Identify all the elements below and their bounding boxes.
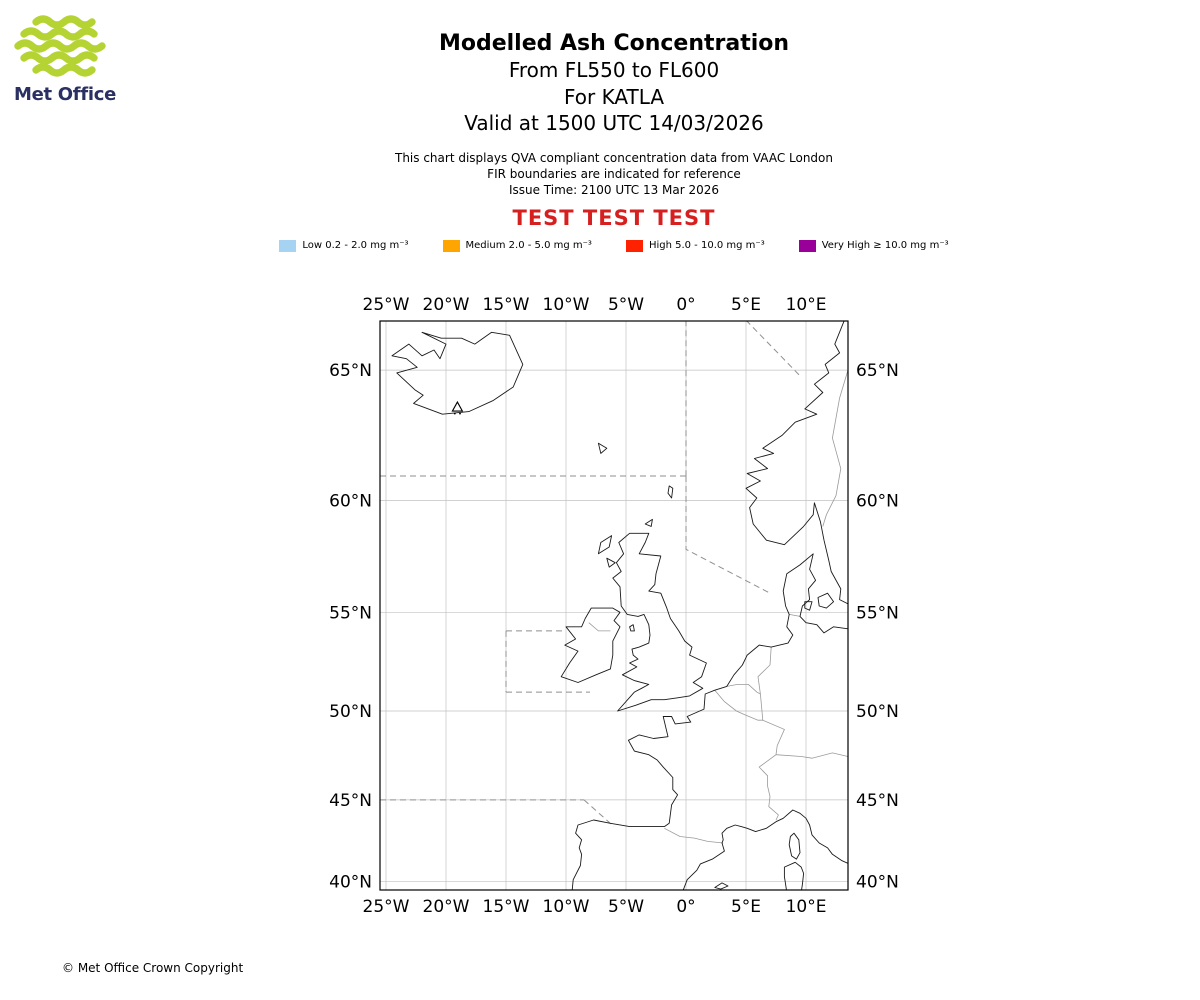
legend-swatch-medium	[442, 239, 460, 252]
header: Modelled Ash Concentration From FL550 to…	[30, 0, 1198, 252]
coastline	[667, 485, 674, 499]
legend-swatch-high	[625, 239, 643, 252]
subtitle-volcano: For KATLA	[564, 84, 664, 109]
lon-tick-label-top: 10°W	[543, 295, 590, 315]
coastline	[612, 532, 707, 712]
coastline	[783, 861, 805, 890]
country-border	[758, 754, 779, 821]
volcano-marker-katla	[451, 400, 464, 412]
ash-concentration-map: 25°W 25°W 20°W 20°W 15°W 15°W 10°W 10°W 5°W 5°W 0°…	[310, 285, 910, 930]
legend-item-high: High 5.0 - 10.0 mg m⁻³	[625, 239, 765, 252]
country-border	[775, 752, 848, 759]
lon-tick-label-bottom: 10°W	[543, 897, 590, 917]
fir-boundary	[583, 799, 615, 827]
lat-tick-label-left: 40°N	[329, 872, 372, 892]
lon-tick-label-bottom: 25°W	[363, 897, 410, 917]
coastline	[804, 601, 813, 611]
coastline	[391, 331, 524, 415]
lon-tick-label-bottom: 15°W	[483, 897, 530, 917]
lon-tick-label-top: 5°E	[731, 295, 761, 315]
legend-label-low: Low 0.2 - 2.0 mg m⁻³	[302, 240, 409, 252]
met-office-brand: Met Office	[14, 84, 117, 105]
lon-tick-label-top: 20°W	[423, 295, 470, 315]
coastline	[629, 624, 635, 632]
legend-label-high: High 5.0 - 10.0 mg m⁻³	[648, 240, 765, 252]
map-frame	[379, 320, 849, 891]
coastline	[597, 535, 613, 555]
coastline	[817, 592, 835, 609]
coastline	[560, 607, 621, 683]
lon-tick-label-top: 10°E	[786, 295, 827, 315]
lat-tick-label-right: 40°N	[856, 872, 899, 892]
lon-tick-label-bottom: 10°E	[786, 897, 827, 917]
test-banner: TEST TEST TEST	[512, 205, 716, 230]
lat-tick-label-left: 60°N	[329, 491, 372, 511]
lat-tick-label-right: 65°N	[856, 361, 899, 381]
notes-block: This chart displays QVA compliant concen…	[30, 150, 1198, 199]
country-border	[588, 622, 611, 632]
lon-tick-label-top: 5°W	[608, 295, 644, 315]
lon-tick-label-top: 0°	[676, 295, 695, 315]
met-office-waves-icon	[14, 15, 106, 77]
coastline	[644, 518, 653, 527]
coastline	[597, 442, 608, 454]
coastline	[682, 809, 848, 890]
lon-tick-label-top: 15°W	[483, 295, 530, 315]
lon-tick-label-bottom: 5°W	[608, 897, 644, 917]
legend-swatch-very-high	[798, 239, 816, 252]
lat-tick-label-left: 65°N	[329, 361, 372, 381]
coastline	[571, 553, 848, 890]
lon-tick-label-top: 25°W	[363, 295, 410, 315]
lon-tick-label-bottom: 0°	[676, 897, 695, 917]
map-canvas: 25°W 25°W 20°W 20°W 15°W 15°W 10°W 10°W 5°W 5°W 0°…	[329, 295, 899, 917]
legend-label-very-high: Very High ≥ 10.0 mg m⁻³	[821, 240, 949, 252]
lat-tick-label-right: 50°N	[856, 702, 899, 722]
legend-item-very-high: Very High ≥ 10.0 mg m⁻³	[798, 239, 949, 252]
coastline	[714, 882, 729, 890]
lat-tick-label-left: 50°N	[329, 702, 372, 722]
country-border	[664, 827, 724, 844]
country-border	[822, 369, 848, 527]
map-layers	[380, 321, 848, 890]
legend-item-low: Low 0.2 - 2.0 mg m⁻³	[279, 239, 409, 252]
lat-tick-label-right: 45°N	[856, 791, 899, 811]
lat-tick-label-right: 55°N	[856, 603, 899, 623]
country-border	[714, 689, 763, 721]
volcano-marker-dot	[459, 412, 461, 415]
subtitle-valid-time: Valid at 1500 UTC 14/03/2026	[464, 111, 764, 135]
lat-tick-label-right: 60°N	[856, 491, 899, 511]
legend: Low 0.2 - 2.0 mg m⁻³ Medium 2.0 - 5.0 mg…	[30, 239, 1198, 252]
lon-tick-label-bottom: 20°W	[423, 897, 470, 917]
legend-swatch-low	[279, 239, 297, 252]
country-border	[757, 647, 785, 755]
lat-tick-label-left: 45°N	[329, 791, 372, 811]
subtitle-flight-levels: From FL550 to FL600	[508, 58, 720, 82]
fir-boundary	[746, 321, 801, 377]
fir-boundary	[685, 476, 771, 594]
note-qva: This chart displays QVA compliant concen…	[395, 150, 833, 165]
note-issue-time: Issue Time: 2100 UTC 13 Mar 2026	[508, 183, 720, 198]
met-office-logo: Met Office	[14, 14, 134, 105]
coastline	[606, 557, 616, 568]
country-border	[726, 684, 761, 695]
legend-label-medium: Medium 2.0 - 5.0 mg m⁻³	[465, 240, 592, 252]
note-fir: FIR boundaries are indicated for referen…	[487, 166, 741, 181]
lon-tick-label-bottom: 5°E	[731, 897, 761, 917]
legend-item-medium: Medium 2.0 - 5.0 mg m⁻³	[442, 239, 592, 252]
coastline	[788, 832, 801, 860]
copyright-notice: © Met Office Crown Copyright	[62, 961, 244, 975]
country-border	[789, 614, 801, 617]
page-title: Modelled Ash Concentration	[438, 31, 790, 56]
lat-tick-label-left: 55°N	[329, 603, 372, 623]
coastline	[745, 321, 848, 605]
volcano-marker-dot	[453, 412, 456, 415]
